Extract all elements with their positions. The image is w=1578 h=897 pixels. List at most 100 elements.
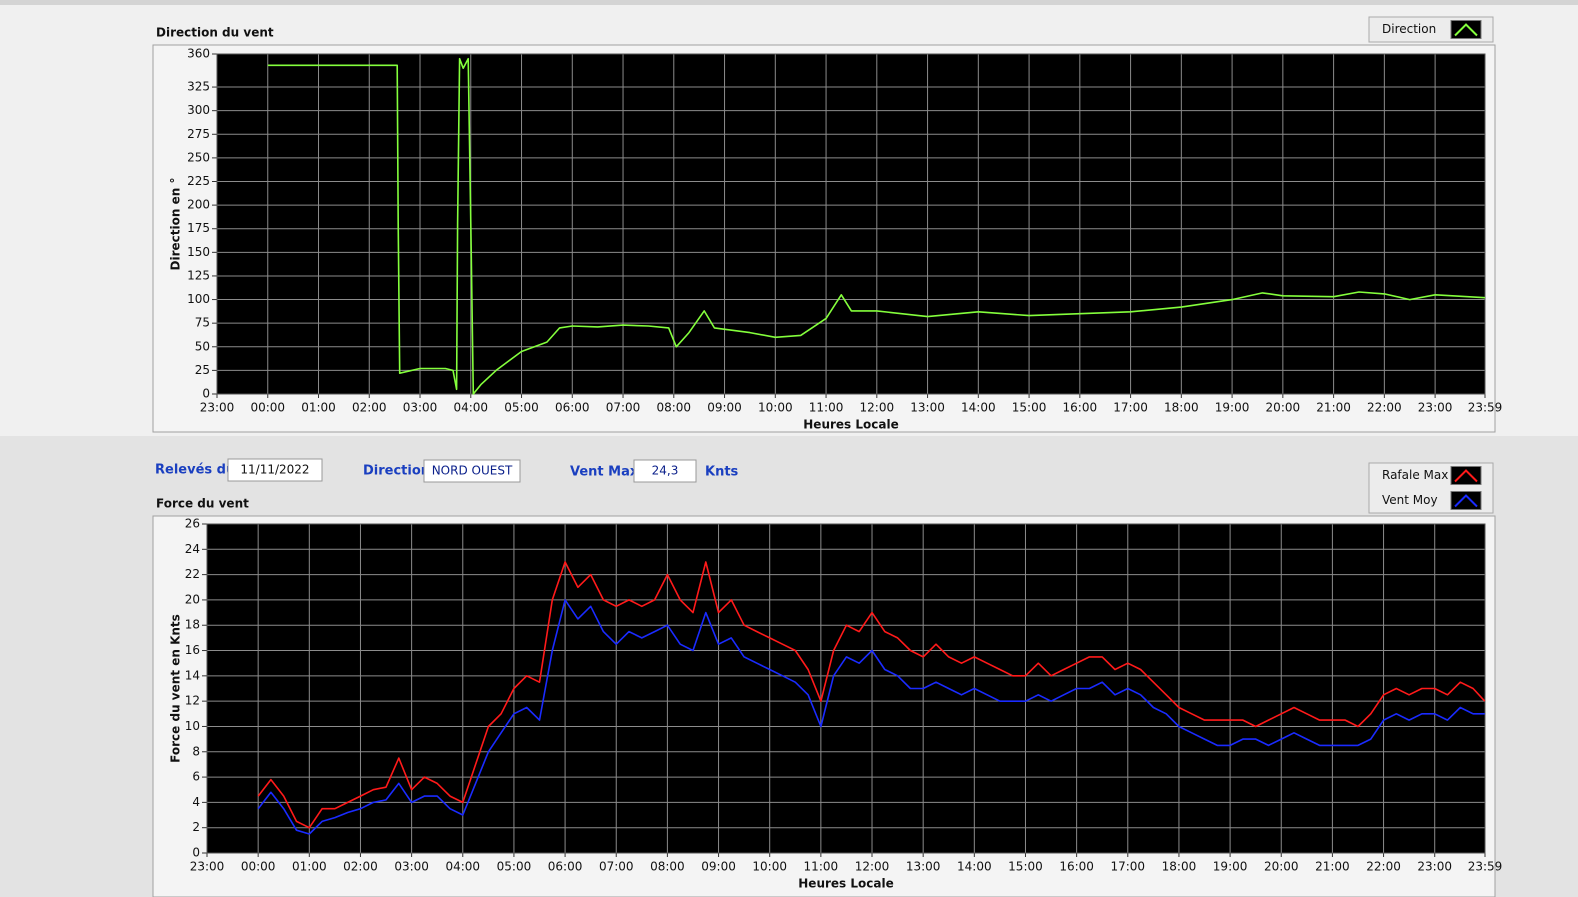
x-tick-label: 16:00 bbox=[1059, 860, 1094, 874]
top-edge bbox=[0, 0, 1578, 5]
x-tick-label: 17:00 bbox=[1110, 860, 1145, 874]
x-tick-label: 01:00 bbox=[292, 860, 327, 874]
x-tick-label: 02:00 bbox=[343, 860, 378, 874]
direction-field[interactable] bbox=[423, 459, 521, 483]
legend-label: Rafale Max bbox=[1382, 468, 1448, 482]
legend-swatch-bg bbox=[1450, 491, 1482, 510]
y-tick-label: 150 bbox=[187, 245, 210, 259]
x-axis-label: Heures Locale bbox=[803, 418, 898, 432]
y-tick-label: 125 bbox=[187, 268, 210, 282]
plot-area bbox=[217, 54, 1485, 394]
x-tick-label: 11:00 bbox=[804, 860, 839, 874]
x-tick-label: 00:00 bbox=[250, 401, 285, 415]
y-tick-label: 300 bbox=[187, 103, 210, 117]
x-tick-label: 08:00 bbox=[650, 860, 685, 874]
max-value: 24,3 bbox=[652, 464, 679, 478]
y-tick-label: 8 bbox=[192, 744, 200, 758]
plot-area bbox=[207, 524, 1485, 853]
x-tick-label: 02:00 bbox=[352, 401, 387, 415]
x-tick-label: 15:00 bbox=[1012, 401, 1047, 415]
series-line bbox=[257, 599, 1485, 835]
x-tick-label: 03:00 bbox=[403, 401, 438, 415]
x-tick-label: 23:00 bbox=[1418, 401, 1453, 415]
y-tick-label: 360 bbox=[187, 47, 210, 61]
legend-swatch bbox=[1454, 469, 1478, 483]
max-label: Vent Max bbox=[570, 465, 639, 480]
date-label: Relevés du bbox=[155, 463, 235, 478]
y-tick-label: 0 bbox=[192, 846, 200, 860]
x-tick-label: 07:00 bbox=[606, 401, 641, 415]
x-tick-label: 07:00 bbox=[599, 860, 634, 874]
x-tick-label: 14:00 bbox=[957, 860, 992, 874]
x-tick-label: 13:00 bbox=[910, 401, 945, 415]
x-tick-label: 15:00 bbox=[1008, 860, 1043, 874]
x-tick-label: 20:00 bbox=[1264, 860, 1299, 874]
y-tick-label: 225 bbox=[187, 174, 210, 188]
legend-swatch-bg bbox=[1450, 466, 1482, 485]
y-tick-label: 2 bbox=[192, 820, 200, 834]
y-tick-label: 25 bbox=[195, 363, 210, 377]
x-tick-label: 22:00 bbox=[1366, 860, 1401, 874]
x-tick-label: 03:00 bbox=[394, 860, 429, 874]
x-tick-label: 04:00 bbox=[445, 860, 480, 874]
x-tick-label: 10:00 bbox=[758, 401, 793, 415]
x-tick-label: 05:00 bbox=[504, 401, 539, 415]
y-axis-label: Force du vent en Knts bbox=[169, 614, 183, 763]
y-tick-label: 175 bbox=[187, 221, 210, 235]
legend-label: Direction bbox=[1382, 22, 1436, 36]
x-tick-label: 23:59 bbox=[1468, 860, 1503, 874]
y-tick-label: 100 bbox=[187, 292, 210, 306]
x-tick-label: 12:00 bbox=[855, 860, 890, 874]
y-tick-label: 22 bbox=[185, 567, 200, 581]
plot-border bbox=[216, 53, 1486, 395]
date-field[interactable] bbox=[227, 458, 323, 482]
y-tick-label: 275 bbox=[187, 127, 210, 141]
x-tick-label: 06:00 bbox=[555, 401, 590, 415]
y-tick-label: 50 bbox=[195, 339, 210, 353]
y-tick-label: 4 bbox=[192, 795, 200, 809]
x-tick-label: 18:00 bbox=[1164, 401, 1199, 415]
series-line bbox=[267, 57, 1486, 395]
legend-label: Vent Moy bbox=[1382, 493, 1438, 507]
y-tick-label: 12 bbox=[185, 694, 200, 708]
y-tick-label: 24 bbox=[185, 542, 200, 556]
x-tick-label: 12:00 bbox=[860, 401, 895, 415]
y-tick-label: 10 bbox=[185, 719, 200, 733]
y-tick-label: 26 bbox=[185, 517, 200, 531]
y-tick-label: 16 bbox=[185, 643, 200, 657]
x-tick-label: 09:00 bbox=[701, 860, 736, 874]
x-axis-label: Heures Locale bbox=[798, 877, 893, 891]
y-tick-label: 6 bbox=[192, 770, 200, 784]
x-tick-label: 01:00 bbox=[301, 401, 336, 415]
y-axis-label: Direction en ° bbox=[169, 178, 183, 271]
x-tick-label: 00:00 bbox=[241, 860, 276, 874]
legend-swatch bbox=[1454, 23, 1478, 37]
y-tick-label: 75 bbox=[195, 316, 210, 330]
max-unit: Knts bbox=[705, 465, 739, 480]
series-line bbox=[257, 561, 1486, 829]
x-tick-label: 21:00 bbox=[1315, 860, 1350, 874]
legend-swatch-bg bbox=[1450, 20, 1482, 39]
x-tick-label: 11:00 bbox=[809, 401, 844, 415]
date-value: 11/11/2022 bbox=[240, 463, 309, 477]
chart-title: Force du vent bbox=[156, 497, 249, 511]
x-tick-label: 10:00 bbox=[752, 860, 787, 874]
legend-swatch bbox=[1454, 494, 1478, 508]
y-tick-label: 14 bbox=[185, 668, 200, 682]
x-tick-label: 21:00 bbox=[1316, 401, 1351, 415]
direction-label: Direction bbox=[363, 464, 430, 479]
x-tick-label: 13:00 bbox=[906, 860, 941, 874]
x-tick-label: 04:00 bbox=[453, 401, 488, 415]
x-tick-label: 14:00 bbox=[961, 401, 996, 415]
x-tick-label: 23:00 bbox=[200, 401, 235, 415]
max-field[interactable] bbox=[633, 459, 697, 483]
x-tick-label: 19:00 bbox=[1215, 401, 1250, 415]
chart-title: Direction du vent bbox=[156, 26, 274, 40]
x-tick-label: 23:00 bbox=[1417, 860, 1452, 874]
y-tick-label: 20 bbox=[185, 592, 200, 606]
x-tick-label: 22:00 bbox=[1367, 401, 1402, 415]
direction-value: NORD OUEST bbox=[432, 464, 513, 478]
x-tick-label: 16:00 bbox=[1063, 401, 1098, 415]
